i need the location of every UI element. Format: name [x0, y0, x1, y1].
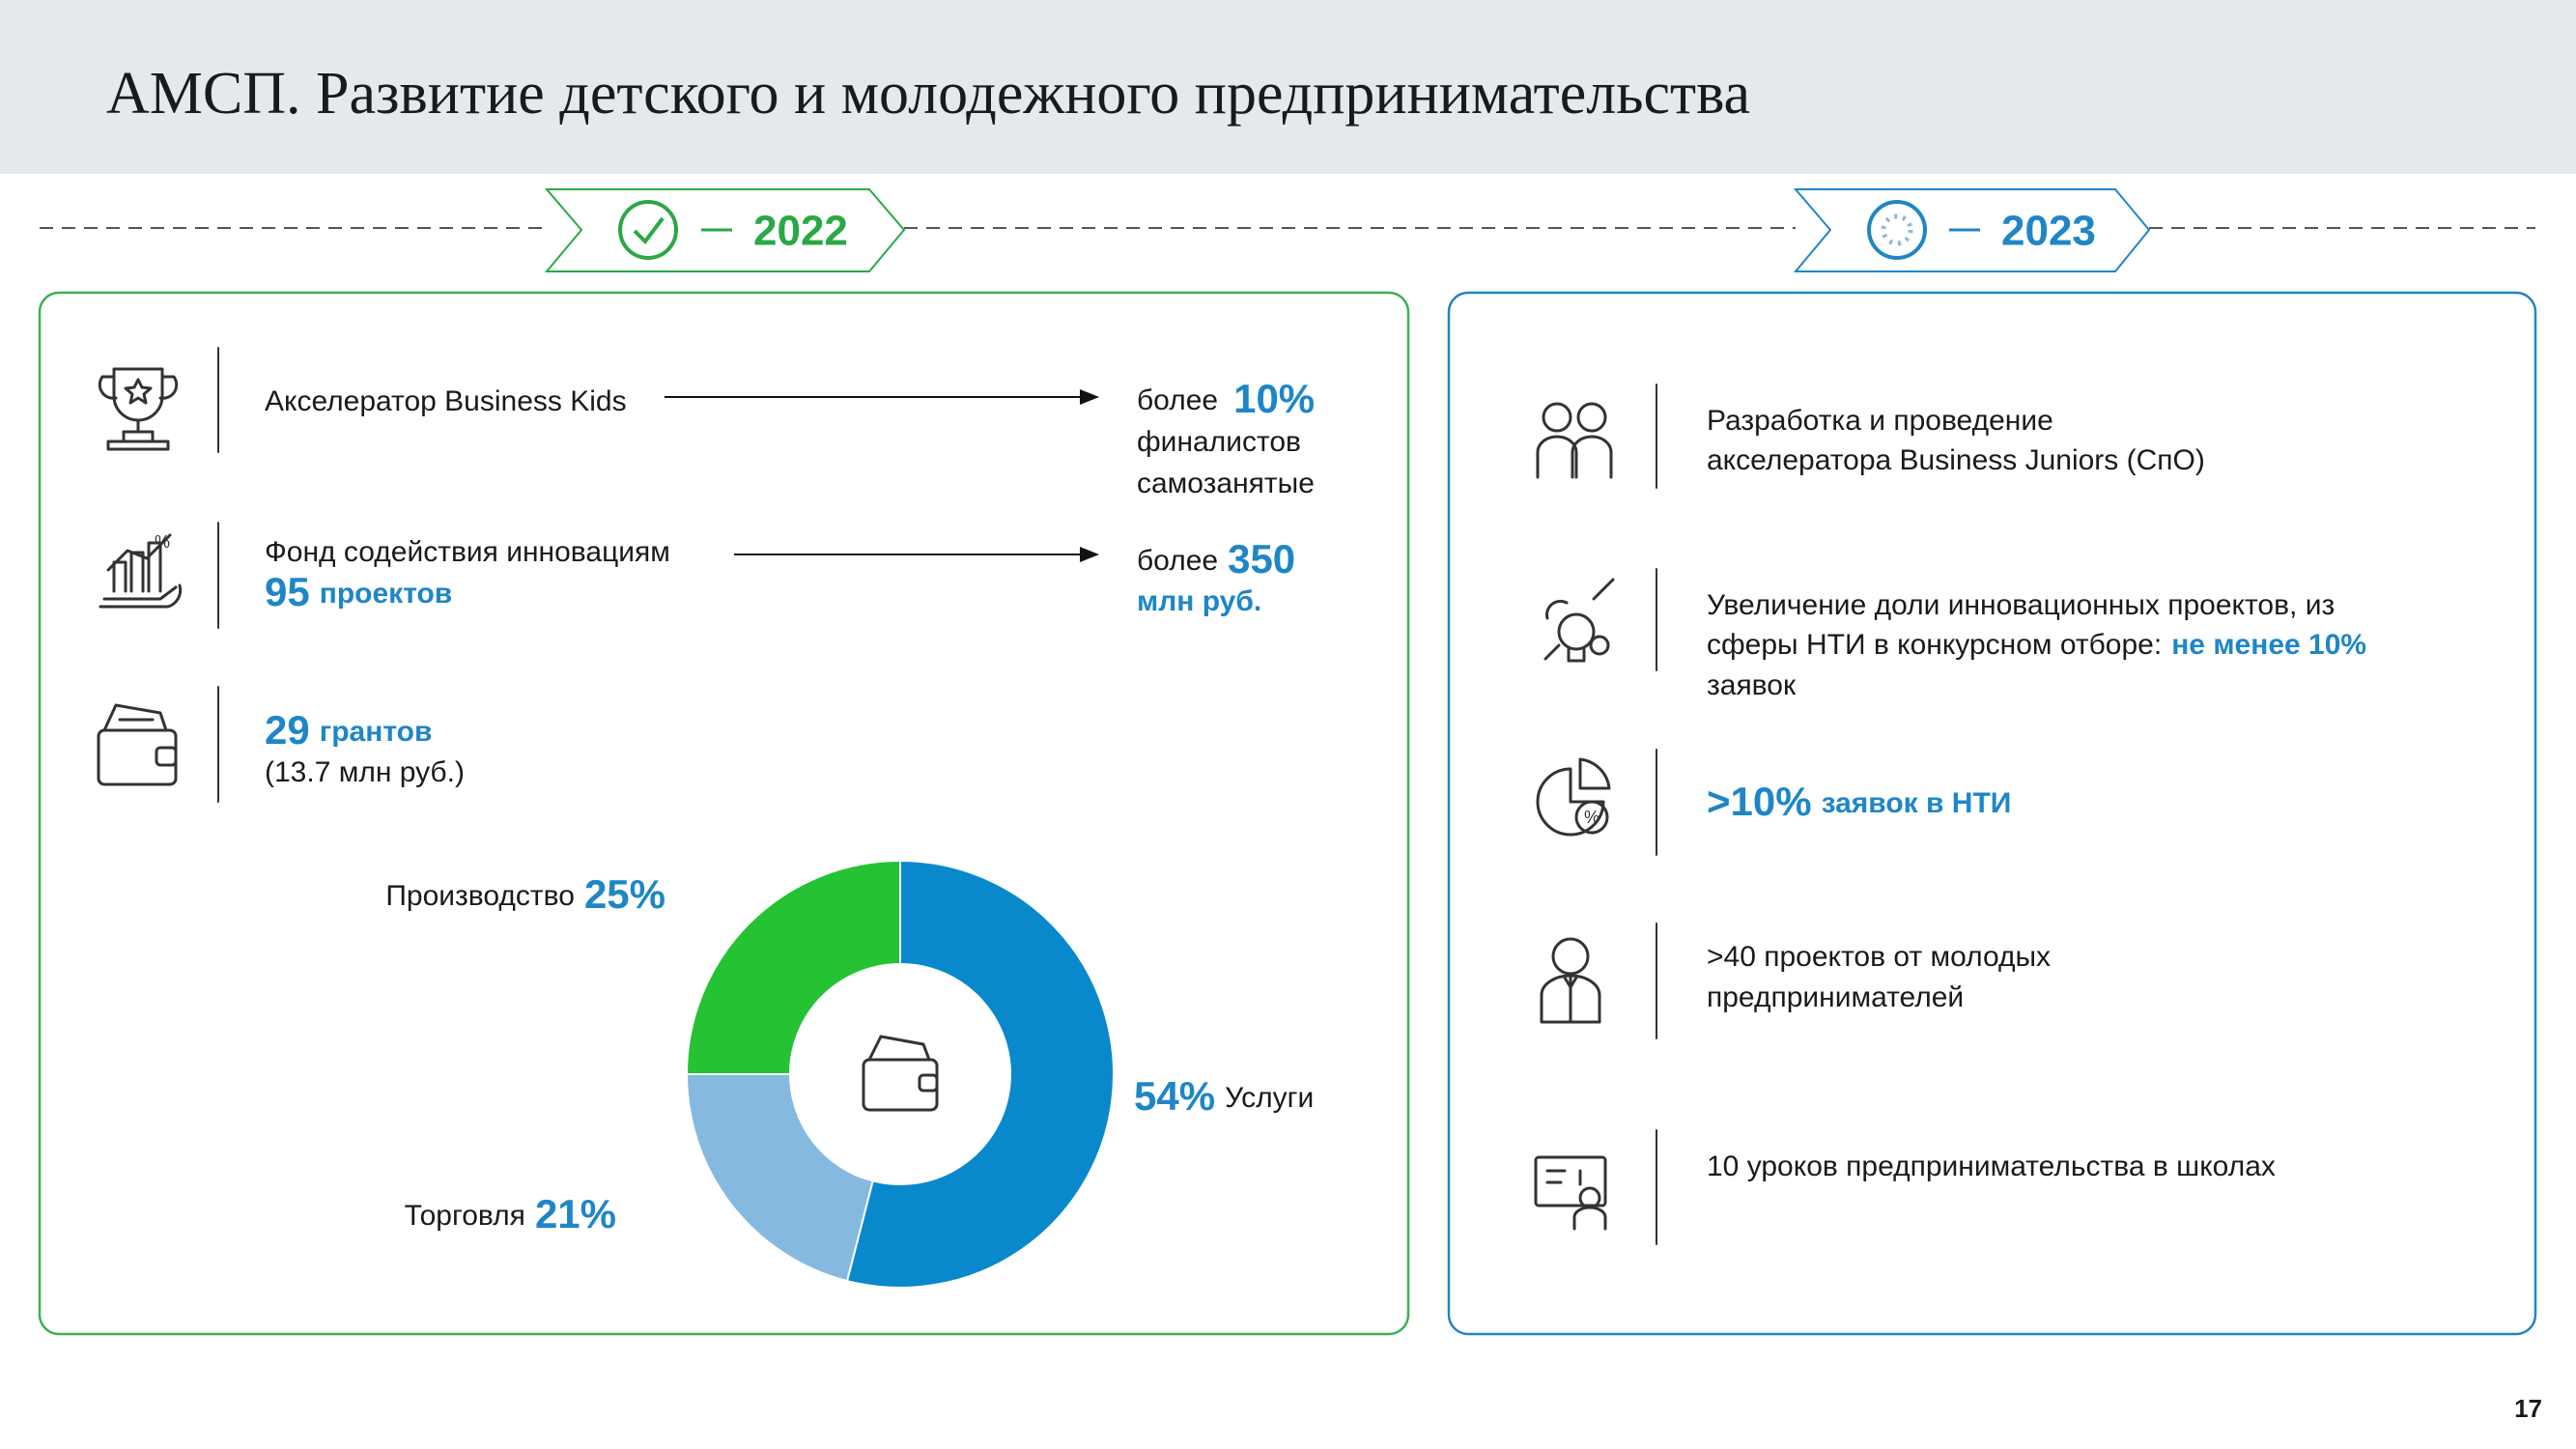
wallet-icon [97, 703, 178, 786]
slice-label: Торговля 21% [405, 1191, 616, 1236]
slice-category: Производство [385, 880, 575, 912]
progress-icon [1867, 200, 1927, 260]
slice-value: 54% [1134, 1073, 1215, 1119]
entrepreneur-icon [1540, 937, 1601, 1024]
progress-dots [1881, 213, 1913, 246]
item-value: >10% заявок в НТИ [1707, 779, 2011, 824]
kids-icon [1536, 402, 1613, 479]
slice-category: Услуги [1225, 1082, 1314, 1114]
result-line: финалистов [1137, 426, 1301, 458]
donut-slice [685, 1073, 874, 1283]
slice-category: Торговля [405, 1200, 525, 1232]
slice-value: 25% [584, 871, 665, 917]
item-line: Увеличение доли инновационных проектов, … [1707, 589, 2335, 621]
wallet-icon [862, 1035, 939, 1112]
item-value: 29 грантов [265, 707, 432, 753]
item-label: Фонд содействия инновациям [265, 536, 670, 568]
item-line: Разработка и проведение [1707, 405, 2053, 437]
item-value: 95 проектов [265, 569, 452, 614]
growth-icon: % [99, 532, 183, 609]
item-line: акселератора Business Juniors (СпО) [1707, 444, 2205, 476]
item-label: Акселератор Business Kids [265, 385, 627, 417]
result: более 10% [1137, 376, 1315, 421]
panel-2023 [1447, 291, 2537, 1336]
check-icon [618, 200, 678, 260]
donut-slice [685, 859, 901, 1075]
result-line: млн руб. [1137, 585, 1261, 617]
svg-text:%: % [155, 532, 170, 552]
trophy-icon [98, 367, 179, 451]
item-line: заявок [1707, 669, 1797, 701]
result: более 350 [1137, 536, 1295, 582]
pie-icon: % [1536, 757, 1611, 837]
year-2023: 2023 [2001, 208, 2096, 255]
svg-text:%: % [1584, 808, 1599, 827]
slice-label: 54% Услуги [1134, 1073, 1314, 1119]
title: АМСП. Развитие детского и молодежного пр… [106, 61, 1750, 127]
year-2022: 2022 [753, 208, 848, 255]
item-note: (13.7 млн руб.) [265, 756, 465, 788]
item-line: 10 уроков предпринимательства в школах [1707, 1151, 2276, 1182]
donut-slice [845, 859, 1115, 1289]
header-band [0, 0, 2576, 174]
donut-chart: 54% Услуги Торговля 21% Производство 25% [385, 859, 1314, 1289]
item-line: сферы НТИ в конкурсном отборе: не менее 1… [1707, 629, 2366, 661]
slice-label: Производство 25% [385, 871, 665, 917]
item-line: >40 проектов от молодых [1707, 941, 2051, 973]
result-line: самозанятые [1137, 468, 1315, 499]
slice-value: 21% [535, 1191, 616, 1236]
teacher-icon [1534, 1155, 1607, 1231]
page-number: 17 [2514, 1394, 2542, 1423]
idea-icon [1543, 578, 1615, 663]
check-mark [633, 216, 665, 245]
item-line: предпринимателей [1707, 981, 1964, 1013]
